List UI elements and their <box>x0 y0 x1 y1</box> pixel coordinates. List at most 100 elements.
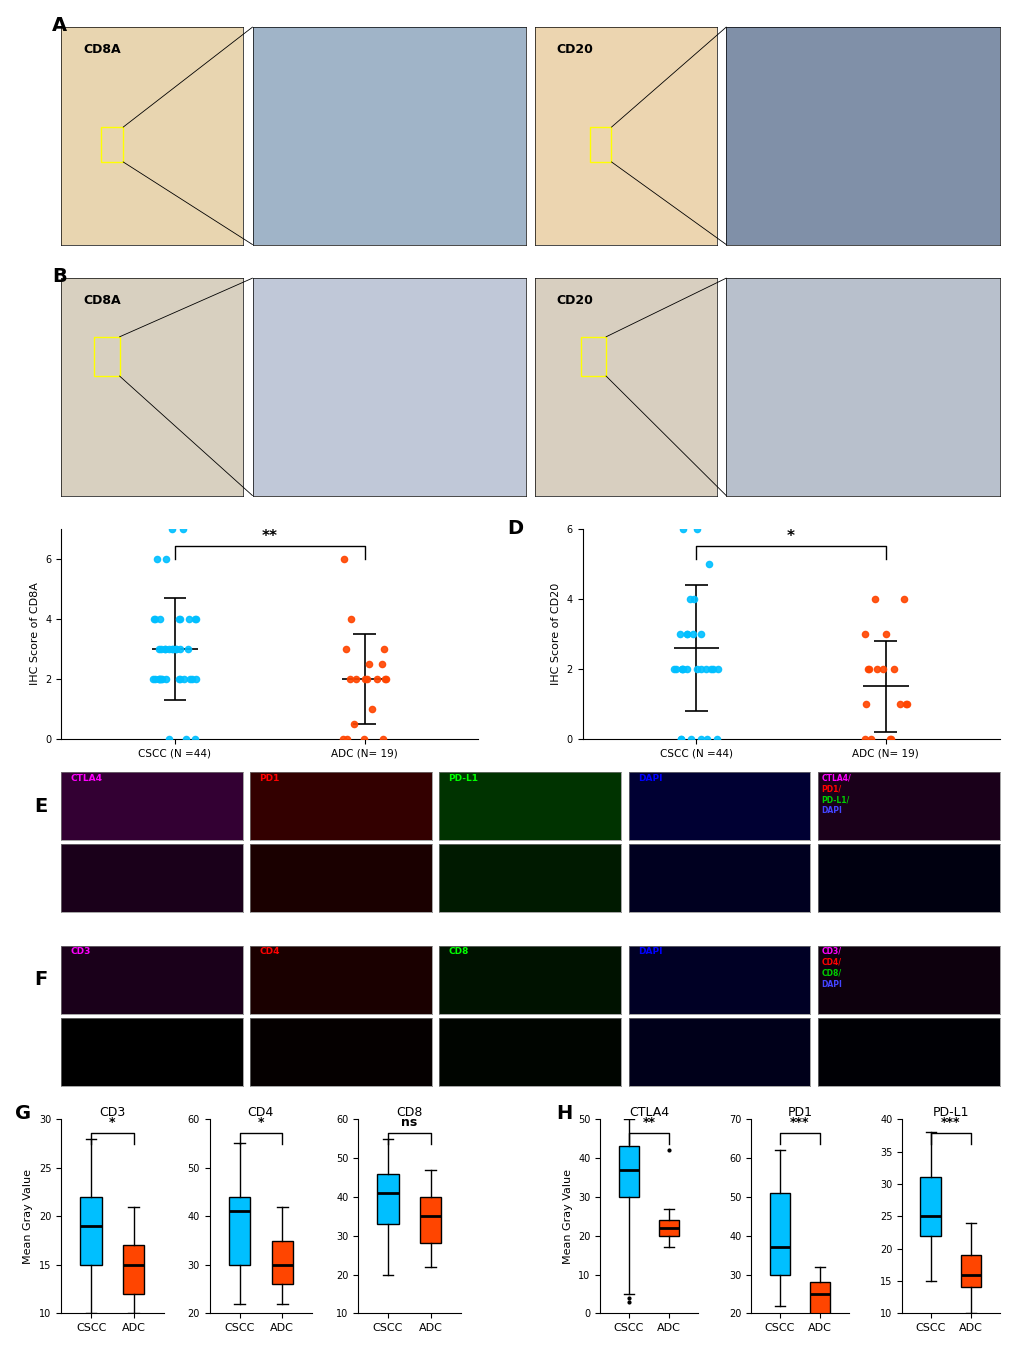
Point <box>181 668 198 689</box>
Point <box>665 658 682 680</box>
Point <box>187 668 204 689</box>
Point <box>881 728 898 750</box>
Point <box>708 728 725 750</box>
Point <box>673 658 689 680</box>
Text: CD8/: CD8/ <box>820 968 841 978</box>
Point <box>176 668 193 689</box>
Point <box>187 728 204 750</box>
Point <box>377 668 393 689</box>
Y-axis label: IHC Score of CD20: IHC Score of CD20 <box>550 584 560 685</box>
Text: CD3: CD3 <box>70 946 91 956</box>
Point <box>187 608 204 630</box>
Text: PD-L1: PD-L1 <box>448 773 478 783</box>
Text: *: * <box>787 529 794 544</box>
Text: CD4/: CD4/ <box>820 957 841 967</box>
Point <box>886 658 902 680</box>
PathPatch shape <box>919 1178 940 1236</box>
Point <box>168 638 184 659</box>
Text: CD8: CD8 <box>448 946 469 956</box>
Point <box>177 728 194 750</box>
Point <box>685 623 701 645</box>
Point <box>151 668 167 689</box>
Point <box>374 653 390 674</box>
Point <box>689 658 705 680</box>
Text: PD1/: PD1/ <box>820 784 841 793</box>
Point <box>146 608 162 630</box>
PathPatch shape <box>420 1197 441 1243</box>
Point <box>896 588 912 609</box>
Text: B: B <box>52 267 67 286</box>
Point <box>686 588 702 609</box>
Text: **: ** <box>262 529 277 544</box>
Point <box>342 608 359 630</box>
PathPatch shape <box>658 1220 679 1236</box>
Point <box>158 548 174 570</box>
Point <box>152 668 168 689</box>
Text: H: H <box>556 1104 572 1122</box>
Point <box>335 548 352 570</box>
Point <box>688 519 704 540</box>
Point <box>153 638 169 659</box>
Text: A: A <box>52 16 67 35</box>
Text: G: G <box>15 1104 32 1122</box>
Text: CTLA4: CTLA4 <box>70 773 102 783</box>
Point <box>672 728 688 750</box>
Point <box>145 668 161 689</box>
Point <box>183 668 200 689</box>
PathPatch shape <box>809 1282 829 1317</box>
Point <box>704 658 720 680</box>
Point <box>335 728 352 750</box>
Title: CD3: CD3 <box>99 1106 125 1120</box>
Point <box>171 668 187 689</box>
Title: PD1: PD1 <box>787 1106 812 1120</box>
Point <box>369 668 385 689</box>
Point <box>154 668 170 689</box>
Point <box>856 728 872 750</box>
Point <box>171 668 187 689</box>
Point <box>167 638 183 659</box>
Text: DAPI: DAPI <box>637 946 661 956</box>
Point <box>679 658 695 680</box>
Point <box>682 588 698 609</box>
Bar <box>580 337 605 376</box>
Point <box>692 728 708 750</box>
Point <box>161 728 177 750</box>
Point <box>158 668 174 689</box>
Point <box>347 668 364 689</box>
Point <box>187 608 204 630</box>
Point <box>152 668 168 689</box>
Point <box>674 658 690 680</box>
Text: ***: *** <box>941 1116 960 1129</box>
Point <box>375 728 391 750</box>
Text: DAPI: DAPI <box>637 773 661 783</box>
Point <box>152 608 168 630</box>
Point <box>898 693 914 715</box>
Text: CD8A: CD8A <box>83 43 120 56</box>
Point <box>151 668 167 689</box>
Point <box>157 638 173 659</box>
Point <box>345 714 362 735</box>
Point <box>356 728 372 750</box>
Point <box>672 623 688 645</box>
Text: ns: ns <box>400 1116 417 1129</box>
Point <box>341 668 358 689</box>
Y-axis label: Mean Gray Value: Mean Gray Value <box>562 1169 572 1263</box>
Point <box>898 693 914 715</box>
Point <box>866 588 882 609</box>
Point <box>682 728 698 750</box>
Point <box>179 638 196 659</box>
Title: CD8: CD8 <box>395 1106 422 1120</box>
PathPatch shape <box>228 1197 250 1265</box>
Point <box>692 658 708 680</box>
Text: PD1: PD1 <box>259 773 279 783</box>
Text: *: * <box>258 1116 264 1129</box>
PathPatch shape <box>960 1255 980 1288</box>
PathPatch shape <box>618 1147 638 1197</box>
Text: F: F <box>34 971 47 990</box>
Y-axis label: IHC Score of CD8A: IHC Score of CD8A <box>30 582 40 685</box>
Point <box>876 623 893 645</box>
Bar <box>101 127 123 162</box>
PathPatch shape <box>123 1246 145 1294</box>
PathPatch shape <box>81 1197 102 1265</box>
Point <box>857 693 873 715</box>
